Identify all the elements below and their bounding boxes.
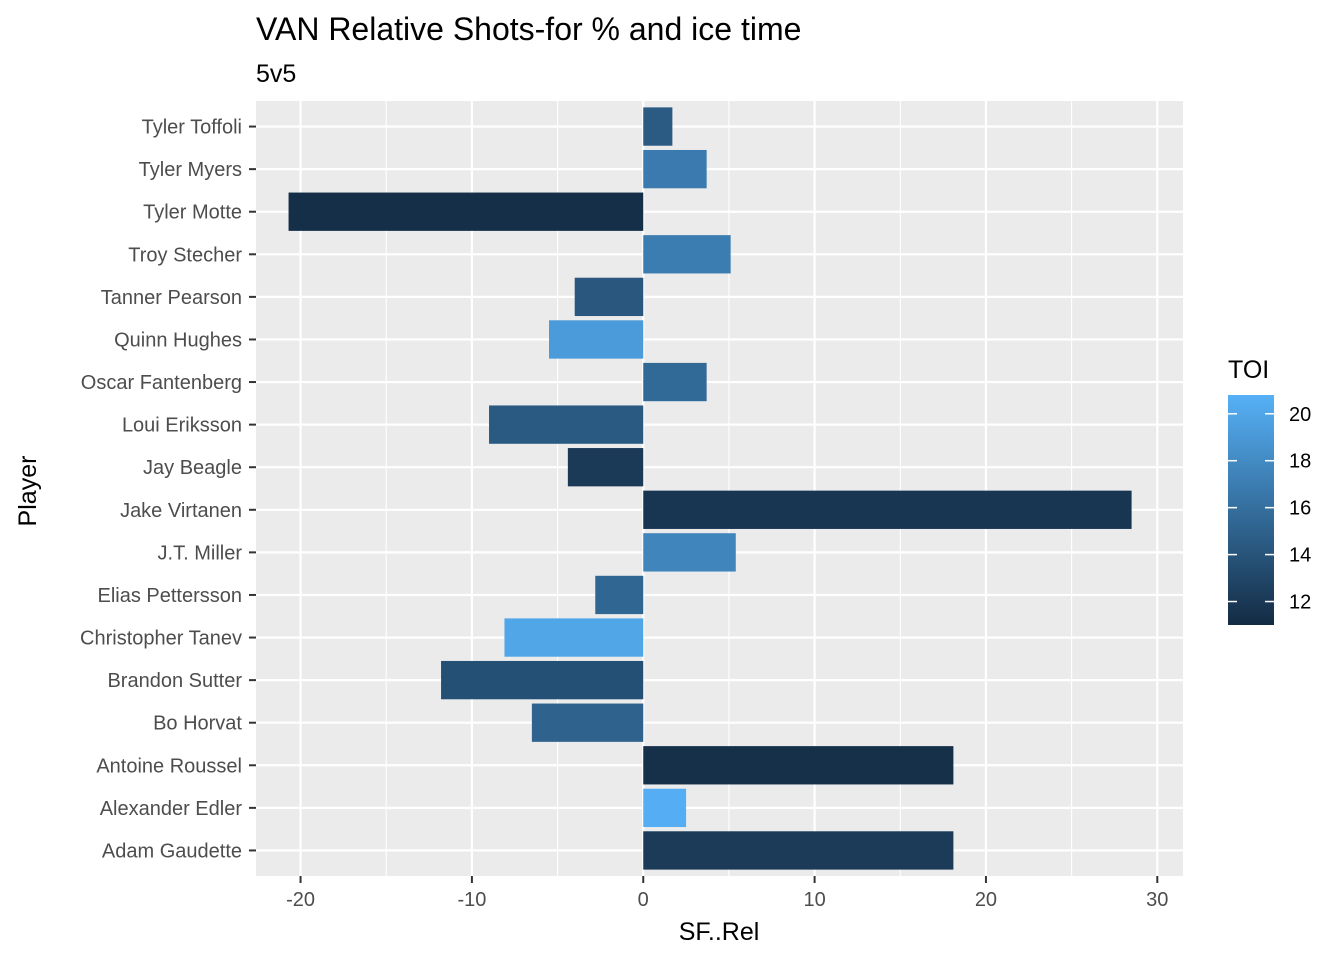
- bar: [489, 405, 644, 444]
- bars: [288, 107, 1132, 870]
- y-tick-label: Tanner Pearson: [101, 287, 242, 309]
- legend-title: TOI: [1228, 356, 1269, 384]
- chart-title: VAN Relative Shots-for % and ice time: [256, 11, 801, 47]
- y-tick-label: Tyler Myers: [139, 159, 242, 181]
- x-tick-label: 20: [975, 889, 997, 911]
- y-axis: Tyler Toffoli Tyler Myers Tyler Motte Troy …: [80, 117, 256, 862]
- bar: [643, 831, 954, 870]
- bar: [441, 660, 644, 700]
- y-tick-label: Elias Pettersson: [97, 585, 242, 607]
- legend-tick-label: 16: [1289, 498, 1311, 520]
- y-tick-label: Jay Beagle: [143, 457, 242, 479]
- bar: [574, 277, 644, 317]
- legend-ticks: 12 14 16 18 20: [1228, 404, 1311, 614]
- y-axis-title: Player: [14, 456, 42, 527]
- bar: [643, 533, 736, 572]
- y-tick-label: Antoine Roussel: [96, 755, 242, 777]
- y-tick-label: Tyler Motte: [143, 202, 242, 224]
- bar: [288, 192, 644, 231]
- y-tick-label: Adam Gaudette: [102, 840, 242, 862]
- x-tick-label: 30: [1146, 889, 1168, 911]
- bar: [643, 746, 954, 785]
- y-tick-label: Christopher Tanev: [80, 628, 242, 650]
- x-tick-label: -20: [286, 889, 315, 911]
- y-tick-label: Jake Virtanen: [120, 500, 242, 522]
- bar: [531, 703, 644, 742]
- bar: [504, 618, 644, 657]
- y-tick-label: Oscar Fantenberg: [81, 372, 242, 394]
- x-tick-label: 10: [803, 889, 825, 911]
- legend-tick-label: 18: [1289, 451, 1311, 473]
- legend-colorbar: [1228, 395, 1274, 625]
- x-tick-label: -10: [457, 889, 486, 911]
- y-tick-label: Troy Stecher: [128, 244, 242, 266]
- y-tick-label: J.T. Miller: [158, 542, 243, 564]
- bar: [643, 235, 731, 274]
- y-tick-label: Bo Horvat: [153, 713, 242, 735]
- legend-tick-label: 20: [1289, 404, 1311, 426]
- y-tick-label: Quinn Hughes: [114, 329, 242, 351]
- x-tick-label: 0: [638, 889, 649, 911]
- bar: [567, 448, 644, 487]
- y-tick-label: Brandon Sutter: [107, 670, 242, 692]
- x-axis: -20 -10 0 10 20 30: [286, 876, 1168, 911]
- x-axis-title: SF..Rel: [679, 918, 760, 946]
- bar: [643, 107, 673, 146]
- bar: [549, 320, 644, 359]
- y-tick-label: Alexander Edler: [100, 798, 243, 820]
- bar: [643, 362, 707, 402]
- y-tick-label: Tyler Toffoli: [142, 117, 242, 139]
- legend-tick-label: 12: [1289, 592, 1311, 614]
- legend: TOI 12 14 16 18 20: [1228, 356, 1311, 625]
- bar: [595, 575, 644, 615]
- bar: [643, 788, 687, 828]
- bar: [643, 149, 707, 189]
- chart-subtitle: 5v5: [256, 60, 296, 88]
- bar: [643, 490, 1132, 529]
- legend-tick-label: 14: [1289, 545, 1311, 567]
- y-tick-label: Loui Eriksson: [122, 415, 242, 437]
